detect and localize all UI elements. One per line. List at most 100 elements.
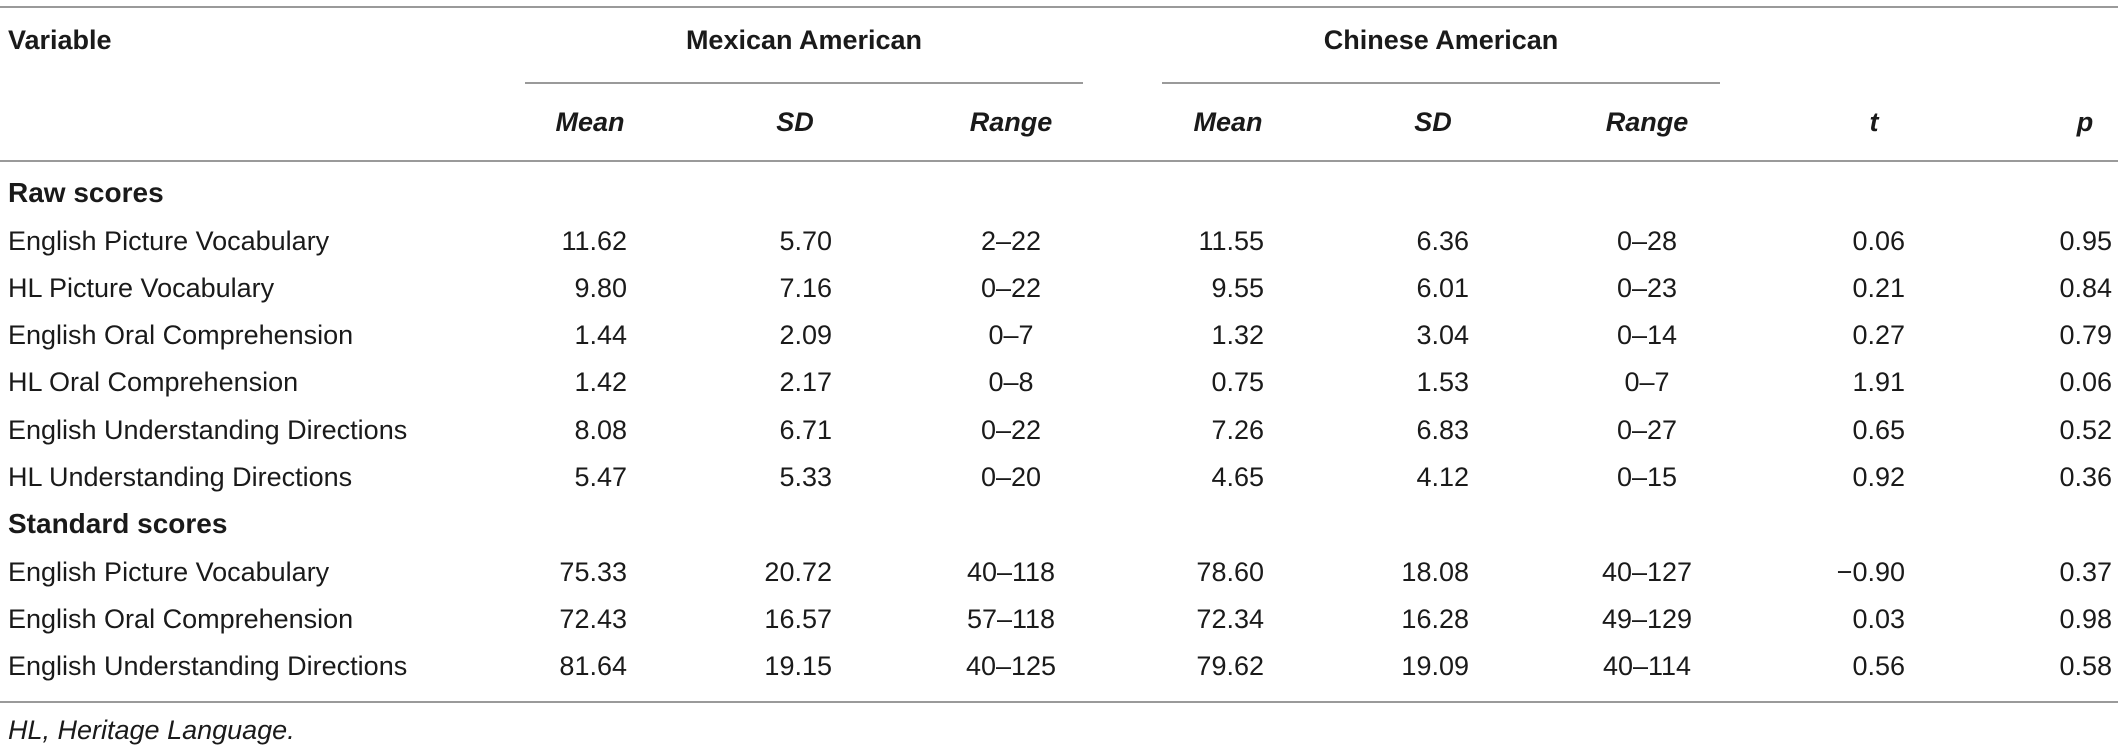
table-top-rule	[0, 6, 2118, 8]
header-ca-mean: Mean	[1193, 107, 1263, 137]
cell-ca-sd: 19.09	[1401, 651, 1469, 681]
header-ca-range: Range	[1605, 107, 1689, 137]
cell-ma-mean: 72.43	[559, 604, 627, 634]
cell-ca-mean: 78.60	[1196, 557, 1264, 587]
cell-ca-range: 0–28	[1616, 226, 1678, 256]
cell-ma-range: 0–22	[980, 415, 1042, 445]
header-ma-range: Range	[969, 107, 1053, 137]
cell-ca-range: 0–7	[1624, 367, 1670, 397]
cell-t: 0.27	[1852, 320, 1905, 350]
cell-ma-range: 2–22	[980, 226, 1042, 256]
cell-ma-sd: 6.71	[779, 415, 832, 445]
cell-ca-mean: 7.26	[1211, 415, 1264, 445]
section-title-raw-scores: Raw scores	[8, 177, 164, 208]
cell-p: 0.79	[2059, 320, 2112, 350]
cell-variable: English Understanding Directions	[8, 415, 408, 445]
cell-ma-range: 57–118	[966, 604, 1056, 634]
cell-ca-range: 0–23	[1616, 273, 1678, 303]
cell-t: 1.91	[1852, 367, 1905, 397]
cell-p: 0.36	[2059, 462, 2112, 492]
cell-ma-mean: 9.80	[574, 273, 627, 303]
cell-ca-mean: 11.55	[1198, 226, 1264, 256]
cell-p: 0.37	[2059, 557, 2112, 587]
cell-ma-mean: 5.47	[574, 462, 627, 492]
cell-ca-mean: 9.55	[1211, 273, 1264, 303]
cell-ca-mean: 1.32	[1211, 320, 1264, 350]
cell-ca-sd: 18.08	[1401, 557, 1469, 587]
cell-ca-range: 49–129	[1601, 604, 1693, 634]
cell-variable: English Oral Comprehension	[8, 320, 354, 350]
cell-ca-mean: 79.62	[1196, 651, 1264, 681]
cell-ca-sd: 6.01	[1416, 273, 1469, 303]
header-t: t	[1869, 107, 1879, 137]
cell-ca-mean: 4.65	[1211, 462, 1264, 492]
group2-underline	[1162, 82, 1720, 84]
header-ma-sd: SD	[776, 107, 814, 137]
cell-variable: English Understanding Directions	[8, 651, 408, 681]
cell-ma-sd: 7.16	[779, 273, 832, 303]
cell-ma-mean: 75.33	[559, 557, 627, 587]
cell-ca-sd: 16.28	[1401, 604, 1469, 634]
cell-ma-sd: 5.33	[779, 462, 832, 492]
cell-ca-sd: 6.83	[1416, 415, 1469, 445]
cell-variable: English Oral Comprehension	[8, 604, 354, 634]
cell-t: 0.92	[1852, 462, 1905, 492]
table-footnote: HL, Heritage Language.	[8, 715, 295, 745]
cell-ma-range: 0–22	[980, 273, 1042, 303]
header-ca-sd: SD	[1414, 107, 1452, 137]
cell-t: −0.90	[1836, 557, 1905, 587]
cell-ca-mean: 0.75	[1211, 367, 1264, 397]
cell-t: 0.21	[1852, 273, 1905, 303]
cell-p: 0.06	[2059, 367, 2112, 397]
cell-ma-sd: 20.72	[764, 557, 832, 587]
cell-t: 0.56	[1852, 651, 1905, 681]
cell-ma-range: 40–118	[966, 557, 1056, 587]
header-variable: Variable	[8, 25, 112, 55]
cell-ma-mean: 1.42	[574, 367, 627, 397]
cell-ca-sd: 4.12	[1416, 462, 1469, 492]
cell-ca-range: 40–114	[1602, 651, 1692, 681]
section-title-standard-scores: Standard scores	[8, 508, 228, 539]
cell-p: 0.52	[2059, 415, 2112, 445]
cell-ma-range: 0–20	[980, 462, 1042, 492]
cell-ma-mean: 11.62	[561, 226, 627, 256]
cell-ma-range: 40–125	[965, 651, 1057, 681]
header-bottom-rule	[0, 160, 2118, 162]
cell-ma-sd: 19.15	[764, 651, 832, 681]
cell-ma-sd: 2.09	[779, 320, 832, 350]
cell-ma-sd: 5.70	[779, 226, 832, 256]
cell-ma-mean: 1.44	[574, 320, 627, 350]
cell-ca-mean: 72.34	[1196, 604, 1264, 634]
cell-variable: HL Picture Vocabulary	[8, 273, 275, 303]
cell-ca-sd: 1.53	[1416, 367, 1469, 397]
cell-ca-range: 0–27	[1616, 415, 1678, 445]
cell-t: 0.03	[1852, 604, 1905, 634]
cell-ma-sd: 2.17	[779, 367, 832, 397]
cell-ca-range: 0–14	[1616, 320, 1678, 350]
cell-p: 0.98	[2059, 604, 2112, 634]
group1-underline	[525, 82, 1083, 84]
cell-t: 0.65	[1852, 415, 1905, 445]
cell-p: 0.58	[2059, 651, 2112, 681]
table-bottom-rule	[0, 701, 2118, 703]
cell-variable: HL Understanding Directions	[8, 462, 353, 492]
cell-ca-sd: 6.36	[1416, 226, 1469, 256]
cell-ma-range: 0–7	[988, 320, 1034, 350]
cell-ma-mean: 8.08	[574, 415, 627, 445]
cell-ca-sd: 3.04	[1416, 320, 1469, 350]
cell-variable: English Picture Vocabulary	[8, 226, 330, 256]
header-ma-mean: Mean	[555, 107, 625, 137]
header-p: p	[2076, 107, 2094, 137]
header-chinese-american: Chinese American	[1323, 25, 1559, 55]
cell-ma-range: 0–8	[988, 367, 1034, 397]
cell-t: 0.06	[1852, 226, 1905, 256]
cell-variable: English Picture Vocabulary	[8, 557, 330, 587]
header-mexican-american: Mexican American	[685, 25, 923, 55]
cell-variable: HL Oral Comprehension	[8, 367, 299, 397]
cell-ma-mean: 81.64	[559, 651, 627, 681]
cell-ca-range: 0–15	[1616, 462, 1678, 492]
cell-p: 0.95	[2059, 226, 2112, 256]
cell-ma-sd: 16.57	[764, 604, 832, 634]
cell-ca-range: 40–127	[1601, 557, 1693, 587]
cell-p: 0.84	[2059, 273, 2112, 303]
